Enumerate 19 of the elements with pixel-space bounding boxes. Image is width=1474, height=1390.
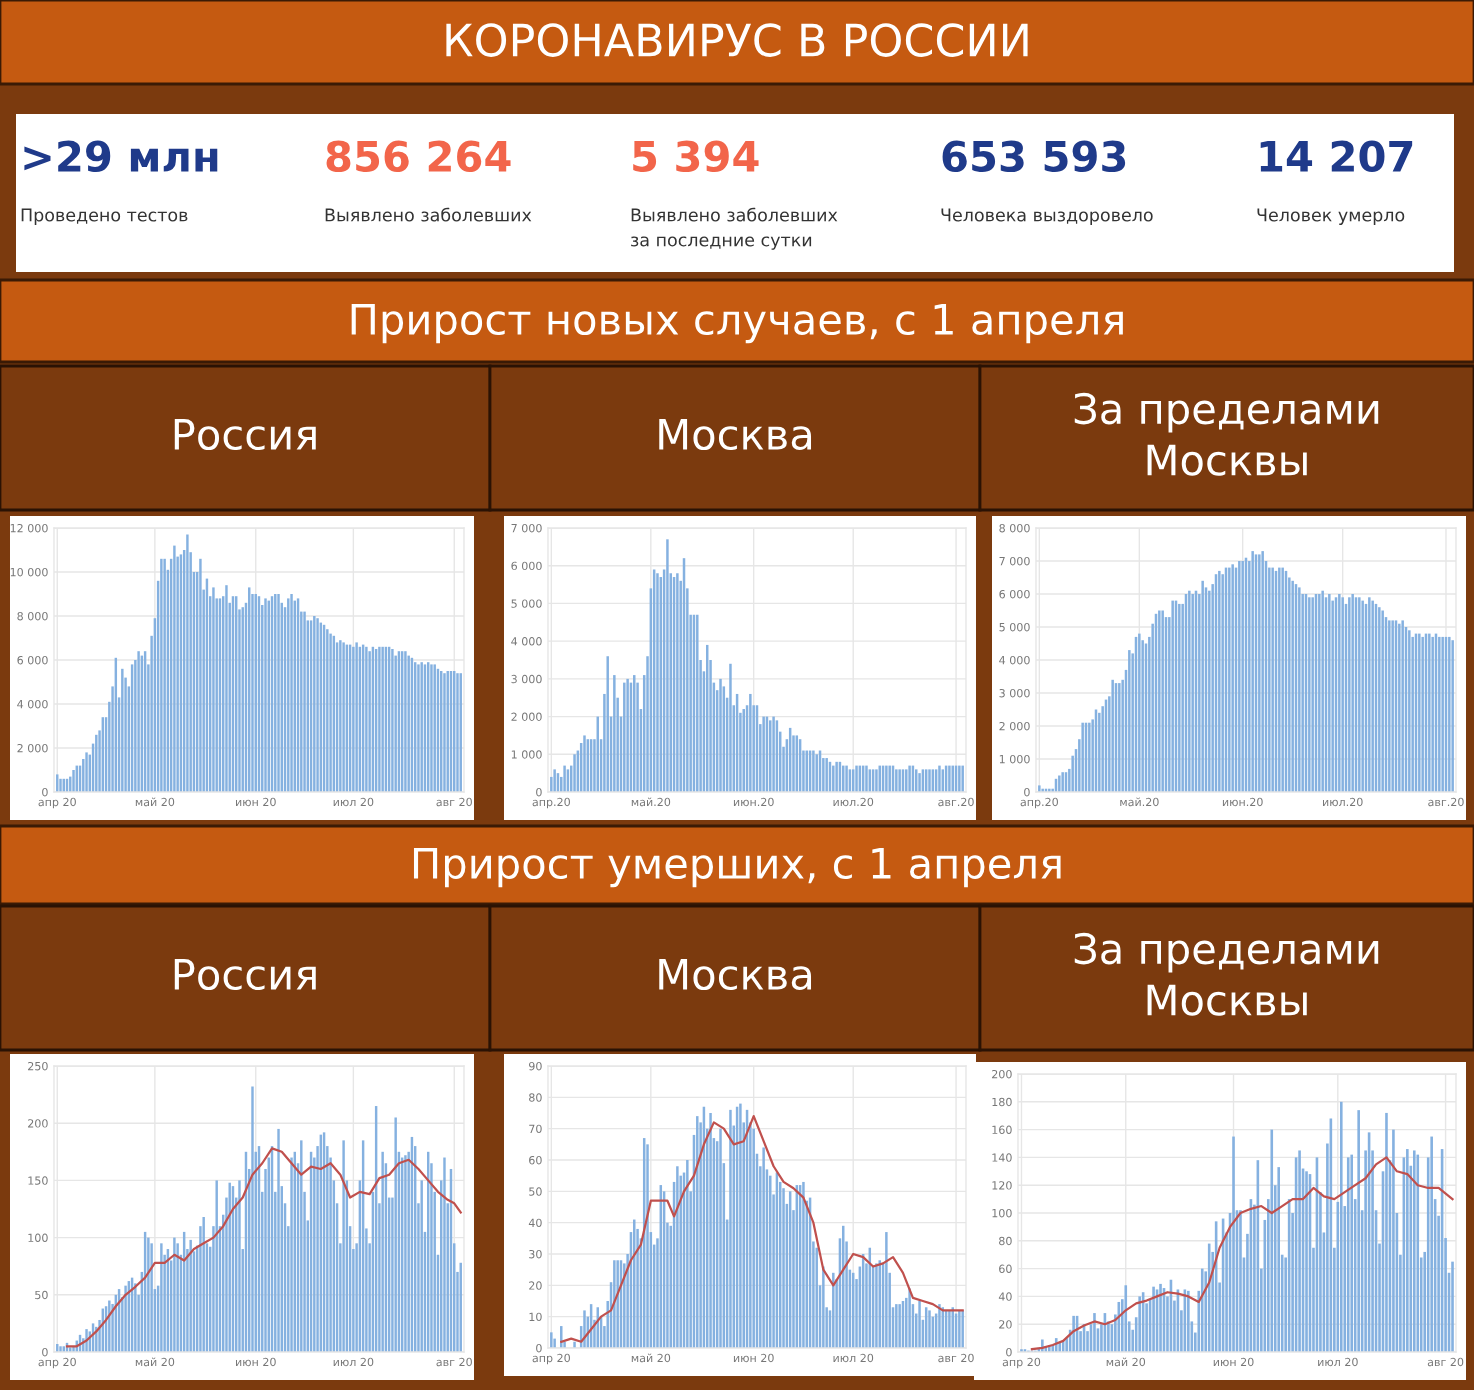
text: >29 млн	[24, 140, 218, 173]
text: КОРОНАВИРУС В РОССИИ	[446, 23, 1028, 57]
text: Прирост новых случаев, с 1 апреля	[351, 304, 1123, 344]
chart-title: Россия	[174, 419, 316, 451]
chart-title: Россия	[174, 959, 316, 991]
chart-title: За пределами Москвы	[1074, 392, 1379, 476]
text: 856 264	[326, 140, 511, 173]
text: Выявлено заболевших за последние сутки	[631, 207, 838, 250]
text: Прирост умерших, с 1 апреля	[413, 848, 1061, 888]
chart-title: Москва	[659, 959, 812, 991]
text: Выявлено заболевших	[325, 207, 532, 222]
chart-title: За пределами Москвы	[1074, 932, 1379, 1016]
text: Человек умерло	[1257, 208, 1405, 225]
text: Человека выздоровело	[941, 208, 1153, 225]
text: 5 394	[633, 140, 759, 173]
chart-title: Москва	[659, 419, 812, 451]
text: 14 207	[1260, 140, 1413, 173]
text: 653 593	[942, 140, 1126, 173]
text: Проведено тестов	[21, 208, 188, 225]
